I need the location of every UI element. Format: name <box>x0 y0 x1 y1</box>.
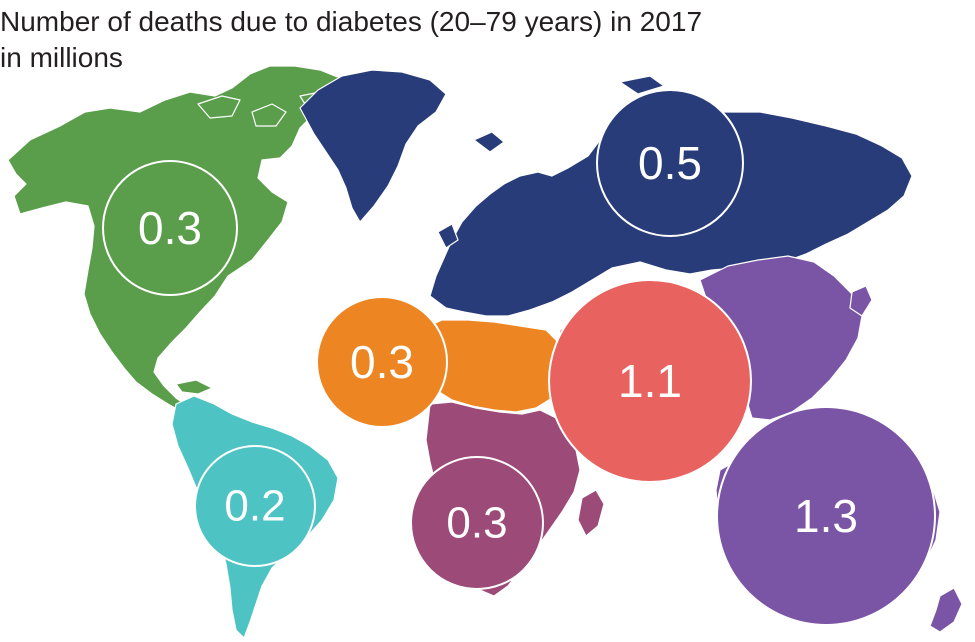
bubble-south-central-america <box>194 445 316 567</box>
label-middle-east-north-africa: 0.3 <box>350 336 414 388</box>
label-south-central-america: 0.2 <box>224 482 285 531</box>
label-africa: 0.3 <box>446 499 507 548</box>
title-line-2: in millions <box>0 42 123 73</box>
bubble-africa <box>410 456 544 590</box>
label-europe: 0.5 <box>638 137 702 189</box>
label-western-pacific: 1.3 <box>794 490 858 542</box>
region-japan <box>849 285 873 317</box>
bubble-europe <box>596 89 744 237</box>
title-line-1: Number of deaths due to diabetes (20–79 … <box>0 6 703 37</box>
bubble-western-pacific <box>716 406 936 626</box>
map-title: Number of deaths due to diabetes (20–79 … <box>0 4 702 76</box>
region-new-zealand <box>929 587 963 633</box>
bubble-north-america <box>102 160 238 296</box>
label-south-east-asia: 1.1 <box>618 355 682 407</box>
region-madagascar <box>577 489 605 537</box>
region-europe-islands <box>437 75 665 249</box>
region-north-america-islands <box>175 91 327 395</box>
bubble-middle-east-north-africa <box>316 296 448 428</box>
region-greenland <box>299 69 447 223</box>
label-north-america: 0.3 <box>138 202 202 254</box>
bubble-south-east-asia <box>548 279 752 483</box>
